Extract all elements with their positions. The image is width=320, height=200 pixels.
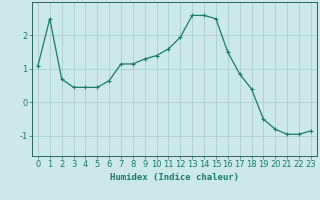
X-axis label: Humidex (Indice chaleur): Humidex (Indice chaleur) (110, 173, 239, 182)
